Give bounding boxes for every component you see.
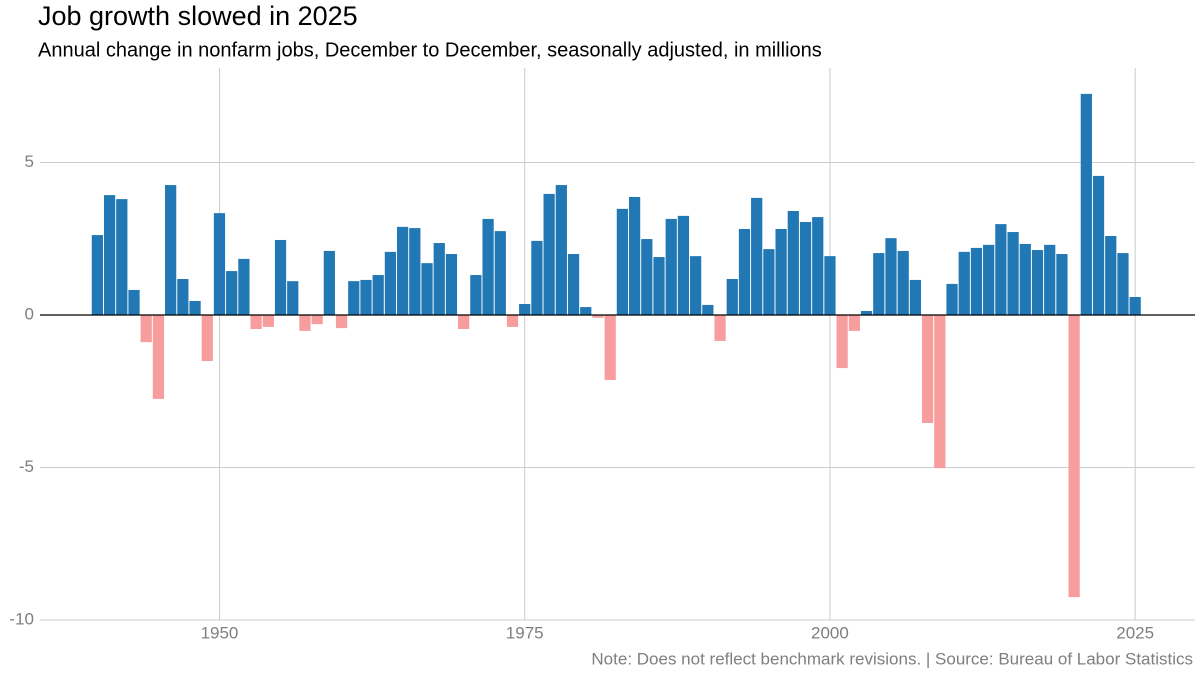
bar	[213, 213, 226, 315]
y-tick-label: -10	[9, 609, 34, 628]
bar	[726, 279, 738, 315]
bar	[702, 304, 714, 315]
bar	[677, 215, 690, 315]
bar	[690, 256, 702, 315]
bar	[506, 315, 519, 327]
bar	[1019, 243, 1031, 315]
bar	[665, 218, 677, 315]
y-tick-label: -5	[19, 457, 34, 476]
bar	[946, 283, 958, 315]
bar	[531, 240, 543, 315]
bar	[1080, 93, 1092, 315]
bar	[885, 238, 897, 315]
bar	[543, 193, 555, 315]
bar	[140, 315, 152, 343]
bar	[641, 239, 653, 315]
bar	[812, 217, 824, 315]
bar	[274, 239, 287, 315]
bar	[1129, 297, 1141, 315]
bar	[1068, 315, 1080, 598]
bar	[787, 210, 799, 315]
bar	[873, 253, 885, 315]
bar	[628, 196, 641, 315]
bar	[519, 304, 531, 315]
bar	[1007, 232, 1019, 315]
bar	[116, 199, 128, 315]
bar	[348, 281, 360, 315]
bar	[580, 307, 592, 315]
bar	[775, 228, 787, 315]
bar	[897, 250, 909, 315]
bar	[372, 275, 384, 315]
caption: Note: Does not reflect benchmark revisio…	[591, 649, 1193, 668]
bar	[922, 315, 934, 423]
bar	[189, 300, 201, 315]
bar	[1031, 250, 1044, 315]
bar	[860, 311, 873, 315]
bar	[970, 247, 983, 315]
bar	[384, 251, 397, 315]
bar	[103, 195, 116, 315]
bar	[433, 243, 445, 315]
bar	[934, 315, 946, 469]
bar	[616, 208, 628, 315]
bar	[909, 279, 922, 315]
bar	[995, 224, 1007, 315]
bar	[653, 257, 665, 315]
x-tick-label: 1950	[201, 623, 239, 642]
y-tick-label: 0	[25, 304, 34, 323]
bar	[1117, 253, 1129, 315]
chart-subtitle: Annual change in nonfarm jobs, December …	[38, 39, 822, 61]
bar	[226, 271, 238, 315]
x-tick-label: 1975	[506, 623, 544, 642]
bar	[262, 315, 274, 327]
bar	[824, 256, 836, 315]
chart-title: Job growth slowed in 2025	[38, 1, 358, 31]
bar	[799, 221, 812, 315]
bar	[482, 218, 494, 315]
bar	[165, 185, 177, 315]
bar	[1092, 175, 1105, 315]
bar	[177, 279, 189, 315]
bar	[1044, 244, 1056, 315]
bar	[250, 315, 262, 330]
bar	[763, 249, 775, 315]
bar	[311, 315, 323, 325]
bar	[397, 226, 409, 315]
bar	[421, 263, 433, 315]
bar	[445, 254, 458, 315]
x-tick-label: 2000	[811, 623, 849, 642]
bar	[287, 281, 299, 315]
bar	[201, 315, 213, 362]
bar	[360, 279, 372, 315]
bar	[152, 315, 165, 399]
bar	[848, 315, 860, 331]
bar	[836, 315, 848, 369]
bar	[409, 228, 421, 315]
bar	[299, 315, 311, 331]
bar	[323, 250, 335, 315]
bar	[1056, 254, 1068, 315]
bar	[567, 254, 580, 315]
bar	[604, 315, 616, 380]
bar	[983, 244, 995, 315]
bar	[128, 289, 140, 315]
bar	[91, 235, 103, 315]
bar	[738, 228, 751, 315]
bar	[592, 315, 604, 318]
bar	[494, 231, 506, 315]
bar	[470, 275, 482, 315]
bar	[714, 315, 726, 341]
bar	[458, 315, 470, 330]
bar	[1105, 236, 1117, 315]
y-tick-label: 5	[25, 152, 34, 171]
bar	[335, 315, 348, 329]
bar	[555, 185, 567, 315]
x-tick-label: 2025	[1116, 623, 1154, 642]
bar	[238, 258, 250, 315]
bar	[958, 251, 970, 315]
bar	[751, 197, 763, 315]
